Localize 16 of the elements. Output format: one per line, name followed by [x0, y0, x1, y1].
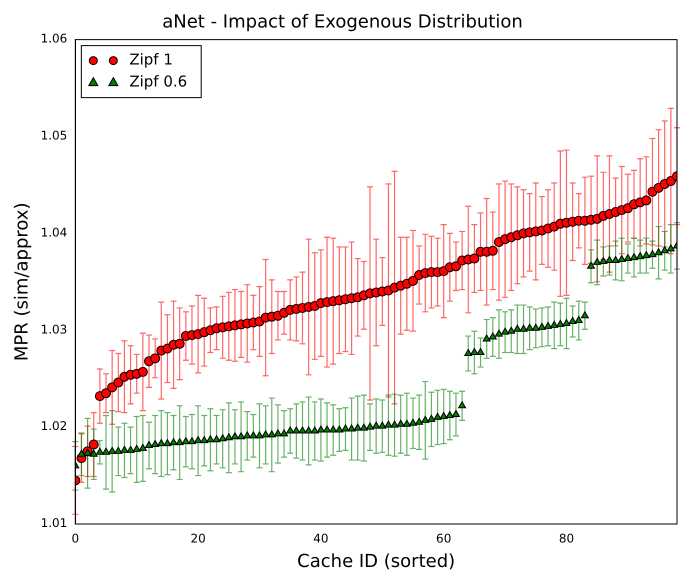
x-tick-label: 60	[436, 531, 452, 546]
x-tick-label: 80	[558, 531, 574, 546]
x-axis-title: Cache ID (sorted)	[297, 550, 456, 572]
x-tick-label: 20	[190, 531, 206, 546]
legend-label: Zipf 1	[129, 50, 173, 68]
y-axis-title: MPR (sim/approx)	[11, 202, 32, 362]
legend-label: Zipf 0.6	[129, 72, 188, 90]
y-tick-label: 1.04	[40, 225, 68, 240]
y-tick-label: 1.06	[40, 32, 68, 46]
y-tick-label: 1.05	[40, 128, 68, 143]
x-tick-label: 40	[313, 531, 329, 546]
x-tick-label: 0	[72, 531, 80, 546]
chart-title: aNet - Impact of Exogenous Distribution	[162, 11, 523, 32]
y-tick-label: 1.02	[40, 419, 68, 434]
y-tick-label: 1.01	[40, 516, 68, 530]
y-tick-label: 1.03	[40, 322, 68, 336]
